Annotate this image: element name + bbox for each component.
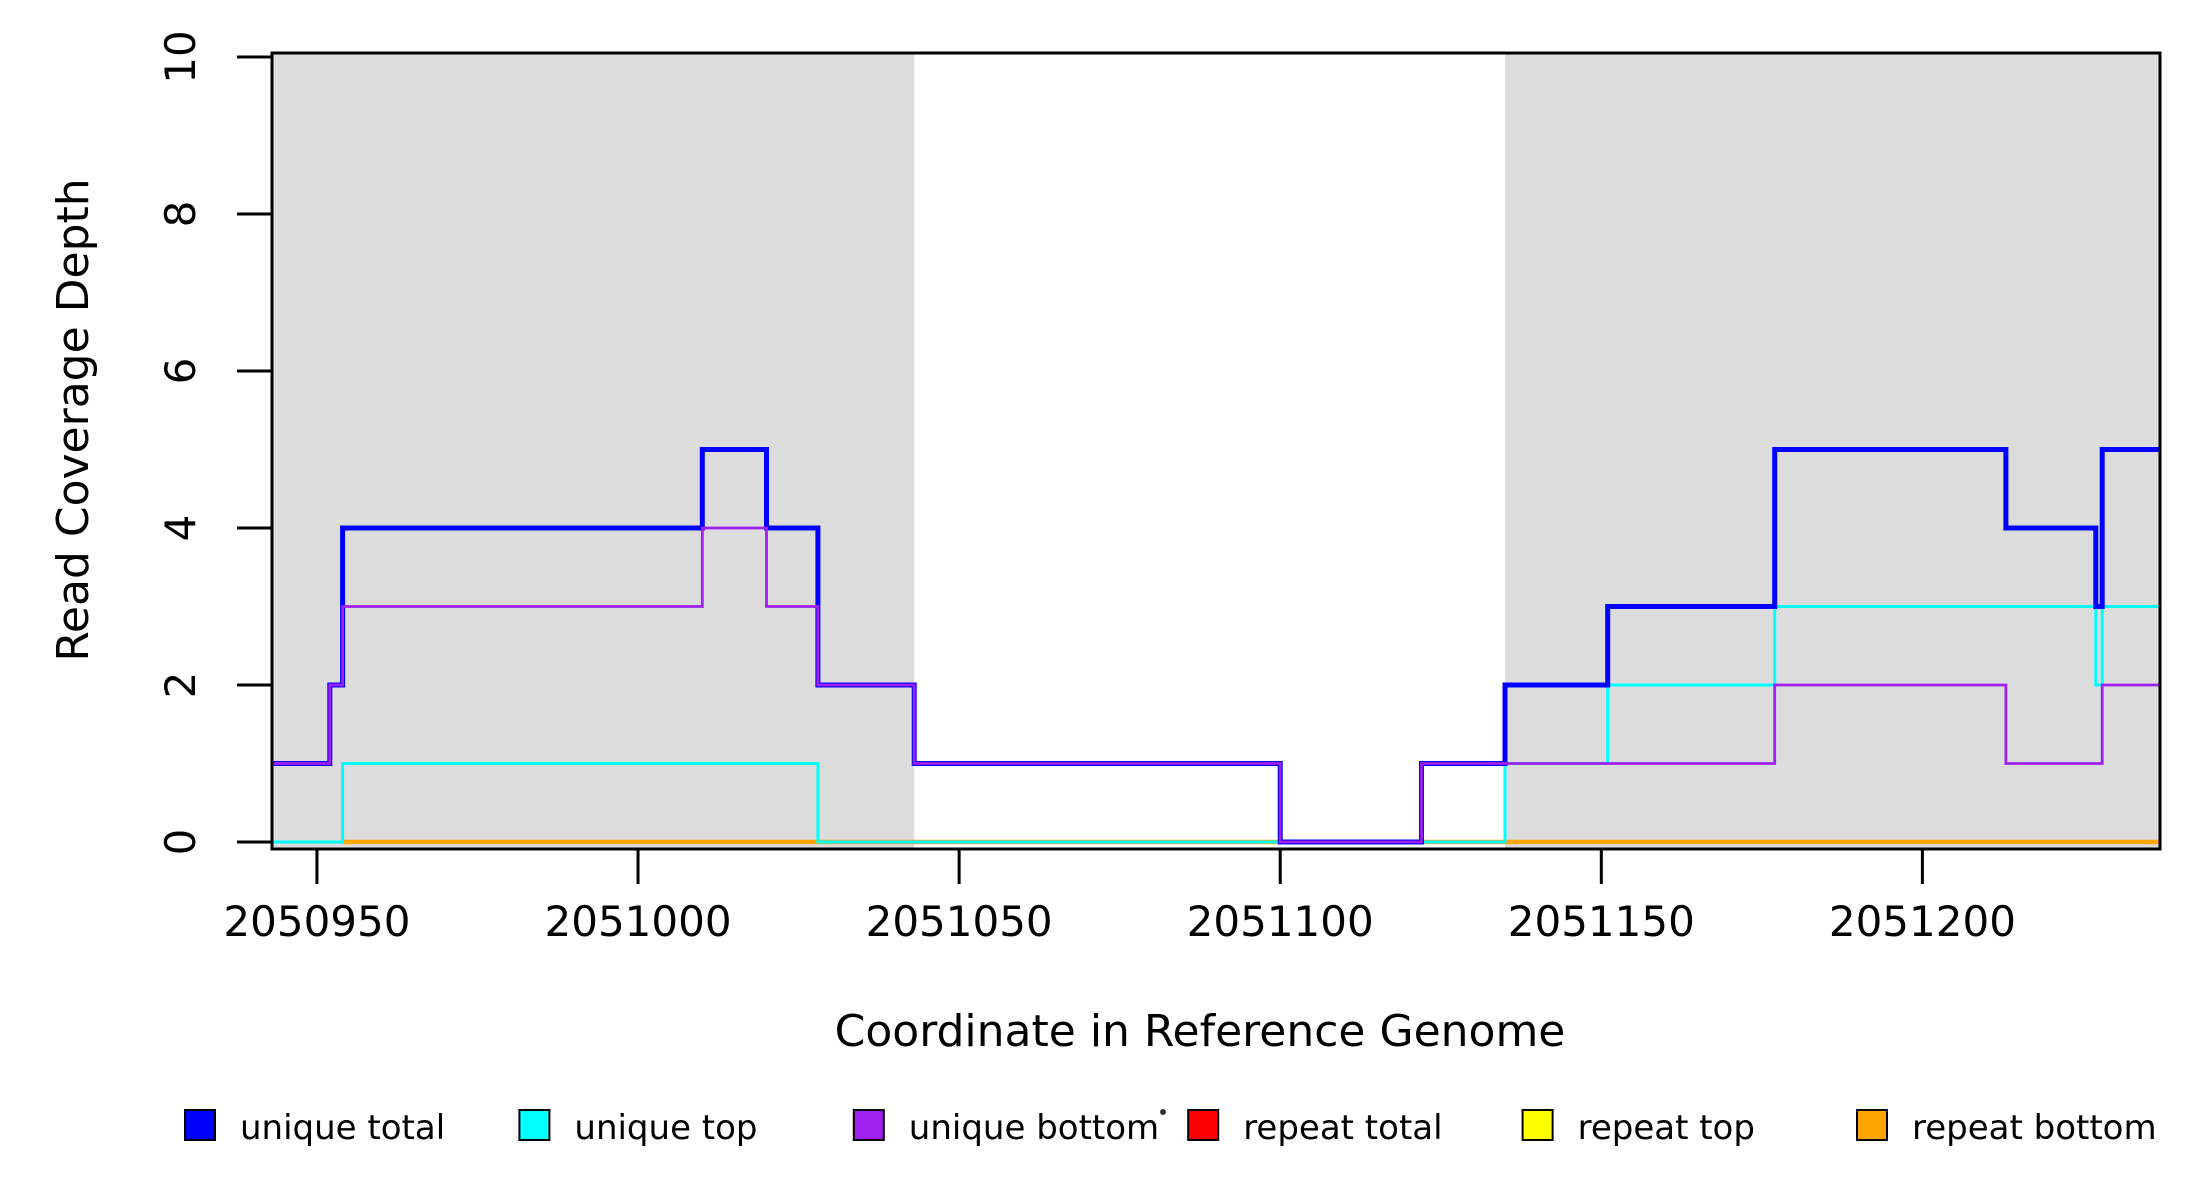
x-tick-label: 2051000 xyxy=(545,897,732,946)
legend-label: repeat bottom xyxy=(1912,1108,2157,1148)
y-axis-ticks: 0 2 4 6 8 10 xyxy=(156,30,272,855)
x-tick-label: 2051200 xyxy=(1829,897,2016,946)
y-tick-label: 0 xyxy=(156,829,205,856)
legend-label: unique bottom xyxy=(909,1108,1159,1148)
x-axis-title: Coordinate in Reference Genome xyxy=(835,1006,1566,1057)
shaded-region xyxy=(272,53,915,849)
legend-swatch-unique-bottom xyxy=(852,1109,885,1141)
legend-label: repeat total xyxy=(1243,1108,1442,1148)
series-line-unique-top xyxy=(272,605,2160,844)
legend-item-unique-bottom: unique bottom xyxy=(852,1108,1159,1148)
legend-label: unique total xyxy=(240,1108,445,1148)
x-tick-label: 2050950 xyxy=(223,897,410,946)
legend-swatch-unique-total xyxy=(184,1109,216,1141)
y-axis-title: Read Coverage Depth xyxy=(48,178,99,661)
legend-swatch-repeat-bottom xyxy=(1856,1109,1888,1141)
x-tick-label: 2051050 xyxy=(866,897,1053,946)
x-axis-ticks: 2050950 2051000 2051050 2051100 2051150 20512… xyxy=(223,849,2016,946)
legend-item-repeat-bottom: repeat bottom xyxy=(1856,1108,2157,1148)
series-lines-layer xyxy=(272,447,2160,845)
legend-swatch-repeat-total xyxy=(1187,1109,1220,1141)
x-tick-label: 2051150 xyxy=(1508,897,1695,946)
legend-item-repeat-top: repeat top xyxy=(1521,1108,1755,1148)
legend-item-repeat-total: repeat total xyxy=(1187,1108,1443,1148)
y-tick-label: 6 xyxy=(156,358,205,385)
legend-swatch-repeat-top xyxy=(1521,1109,1554,1141)
x-tick-label: 2051100 xyxy=(1187,897,1374,946)
series-line-unique-bottom xyxy=(272,526,2160,844)
y-tick-label: 2 xyxy=(156,672,205,699)
legend-item-unique-top: unique top xyxy=(518,1108,758,1148)
legend-stray-dot xyxy=(1160,1109,1166,1115)
plot-border-box xyxy=(270,51,2162,851)
legend: unique total unique top unique bottom repea… xyxy=(184,1108,2157,1148)
y-tick-label: 8 xyxy=(156,201,205,228)
legend-item-unique-total: unique total xyxy=(184,1108,445,1148)
legend-swatch-unique-top xyxy=(518,1109,551,1141)
y-tick-label: 10 xyxy=(156,30,205,83)
y-tick-label: 4 xyxy=(156,515,205,542)
legend-label: repeat top xyxy=(1578,1108,1755,1148)
legend-label: unique top xyxy=(574,1108,757,1148)
